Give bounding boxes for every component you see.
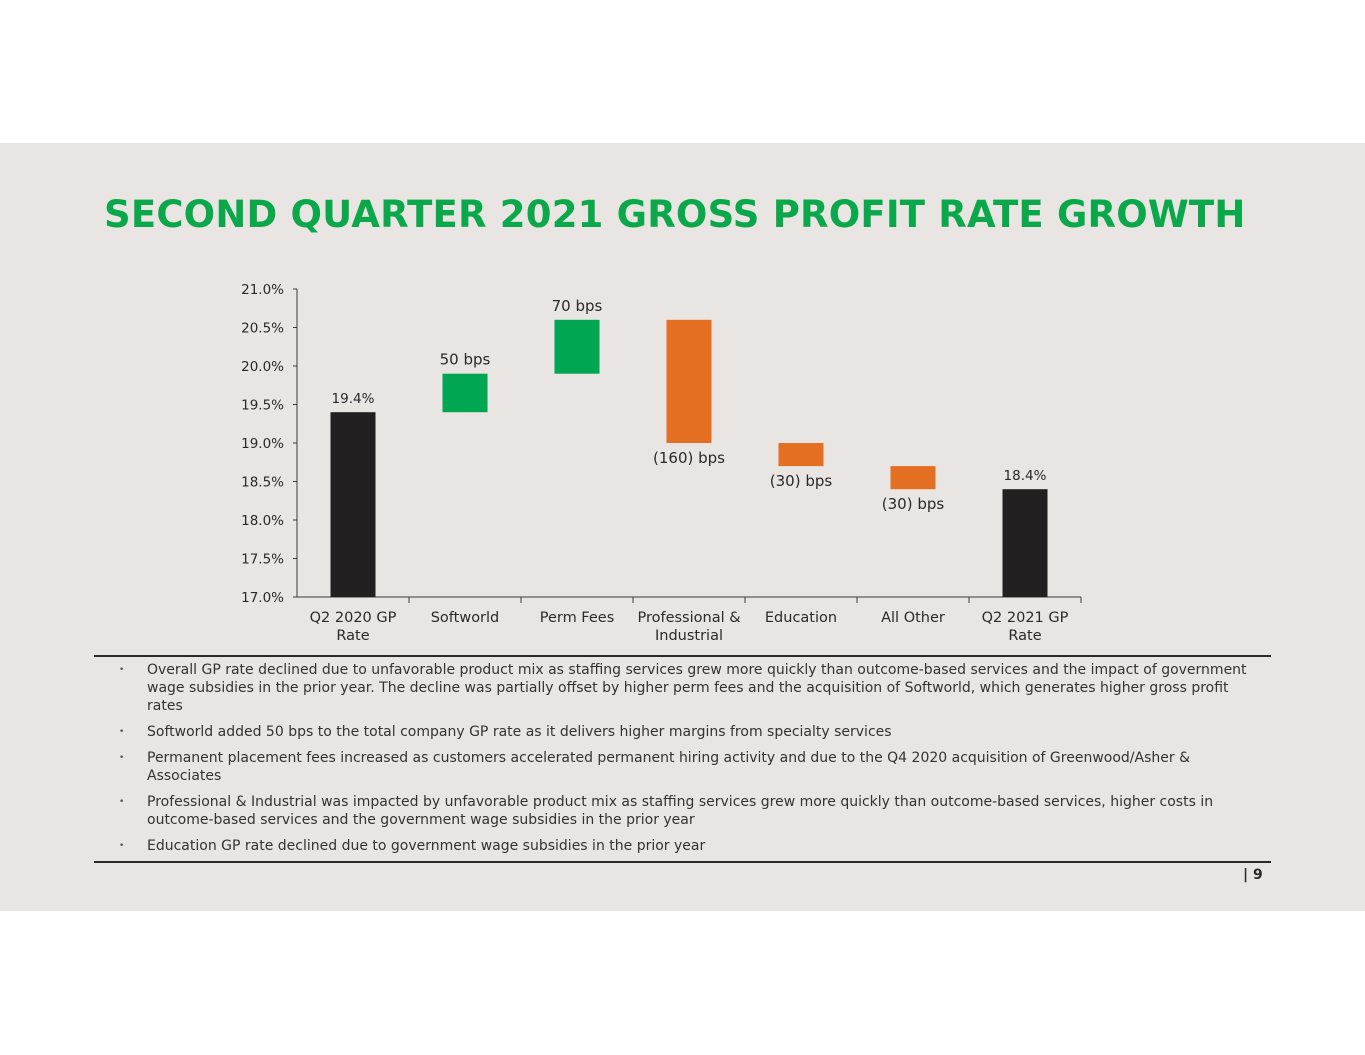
x-category-label: Q2 2021 GP [982,610,1069,626]
y-tick-label: 17.5% [241,552,284,568]
y-tick-label: 20.0% [241,359,284,375]
x-category-label: Education [765,610,837,626]
data-label: 50 bps [440,351,491,369]
data-label: (160) bps [653,449,725,467]
x-category-label: Professional & [637,610,740,626]
x-category-label: Q2 2020 GP [310,610,397,626]
y-tick-label: 18.5% [241,475,284,491]
data-label: 70 bps [552,297,603,315]
x-category-label: Softworld [431,610,500,626]
top-divider [94,655,1271,657]
slide-title: SECOND QUARTER 2021 GROSS PROFIT RATE GR… [104,193,1246,236]
y-tick-label: 19.5% [241,398,284,414]
data-label: (30) bps [770,472,833,490]
y-tick-label: 19.0% [241,436,284,452]
waterfall-chart: 17.0% 17.5% 18.0% 18.5% 19.0% 19.5% 20.0% 20.5%… [241,282,1082,644]
bar-decrease [890,466,936,490]
y-tick-label: 20.5% [241,321,284,337]
bar-increase [442,373,488,413]
bullet-item: Professional & Industrial was impacted b… [94,793,1271,829]
bar-total [1002,489,1048,597]
bullet-item: Overall GP rate declined due to unfavora… [94,661,1271,715]
data-label: 19.4% [332,391,375,407]
data-label: 18.4% [1004,468,1047,484]
y-tick-label: 21.0% [241,282,284,298]
y-tick-label: 18.0% [241,513,284,529]
x-category-label: All Other [881,610,945,626]
bullet-item: Education GP rate declined due to govern… [94,837,1271,855]
bar-decrease [666,319,712,443]
x-category-label: Industrial [655,628,723,644]
bar-increase [554,319,600,374]
x-category-label: Rate [1008,628,1041,644]
data-label: (30) bps [882,495,945,513]
bar-total [330,412,376,597]
bottom-divider [94,861,1271,863]
slide: SECOND QUARTER 2021 GROSS PROFIT RATE GR… [0,143,1365,911]
page-number: | 9 [1243,867,1263,883]
y-tick-label: 17.0% [241,590,284,606]
x-category-label: Rate [336,628,369,644]
bar-decrease [778,443,824,467]
x-category-label: Perm Fees [540,610,615,626]
bullet-list: Overall GP rate declined due to unfavora… [94,661,1271,863]
bullet-item: Softworld added 50 bps to the total comp… [94,723,1271,741]
bullet-item: Permanent placement fees increased as cu… [94,749,1271,785]
